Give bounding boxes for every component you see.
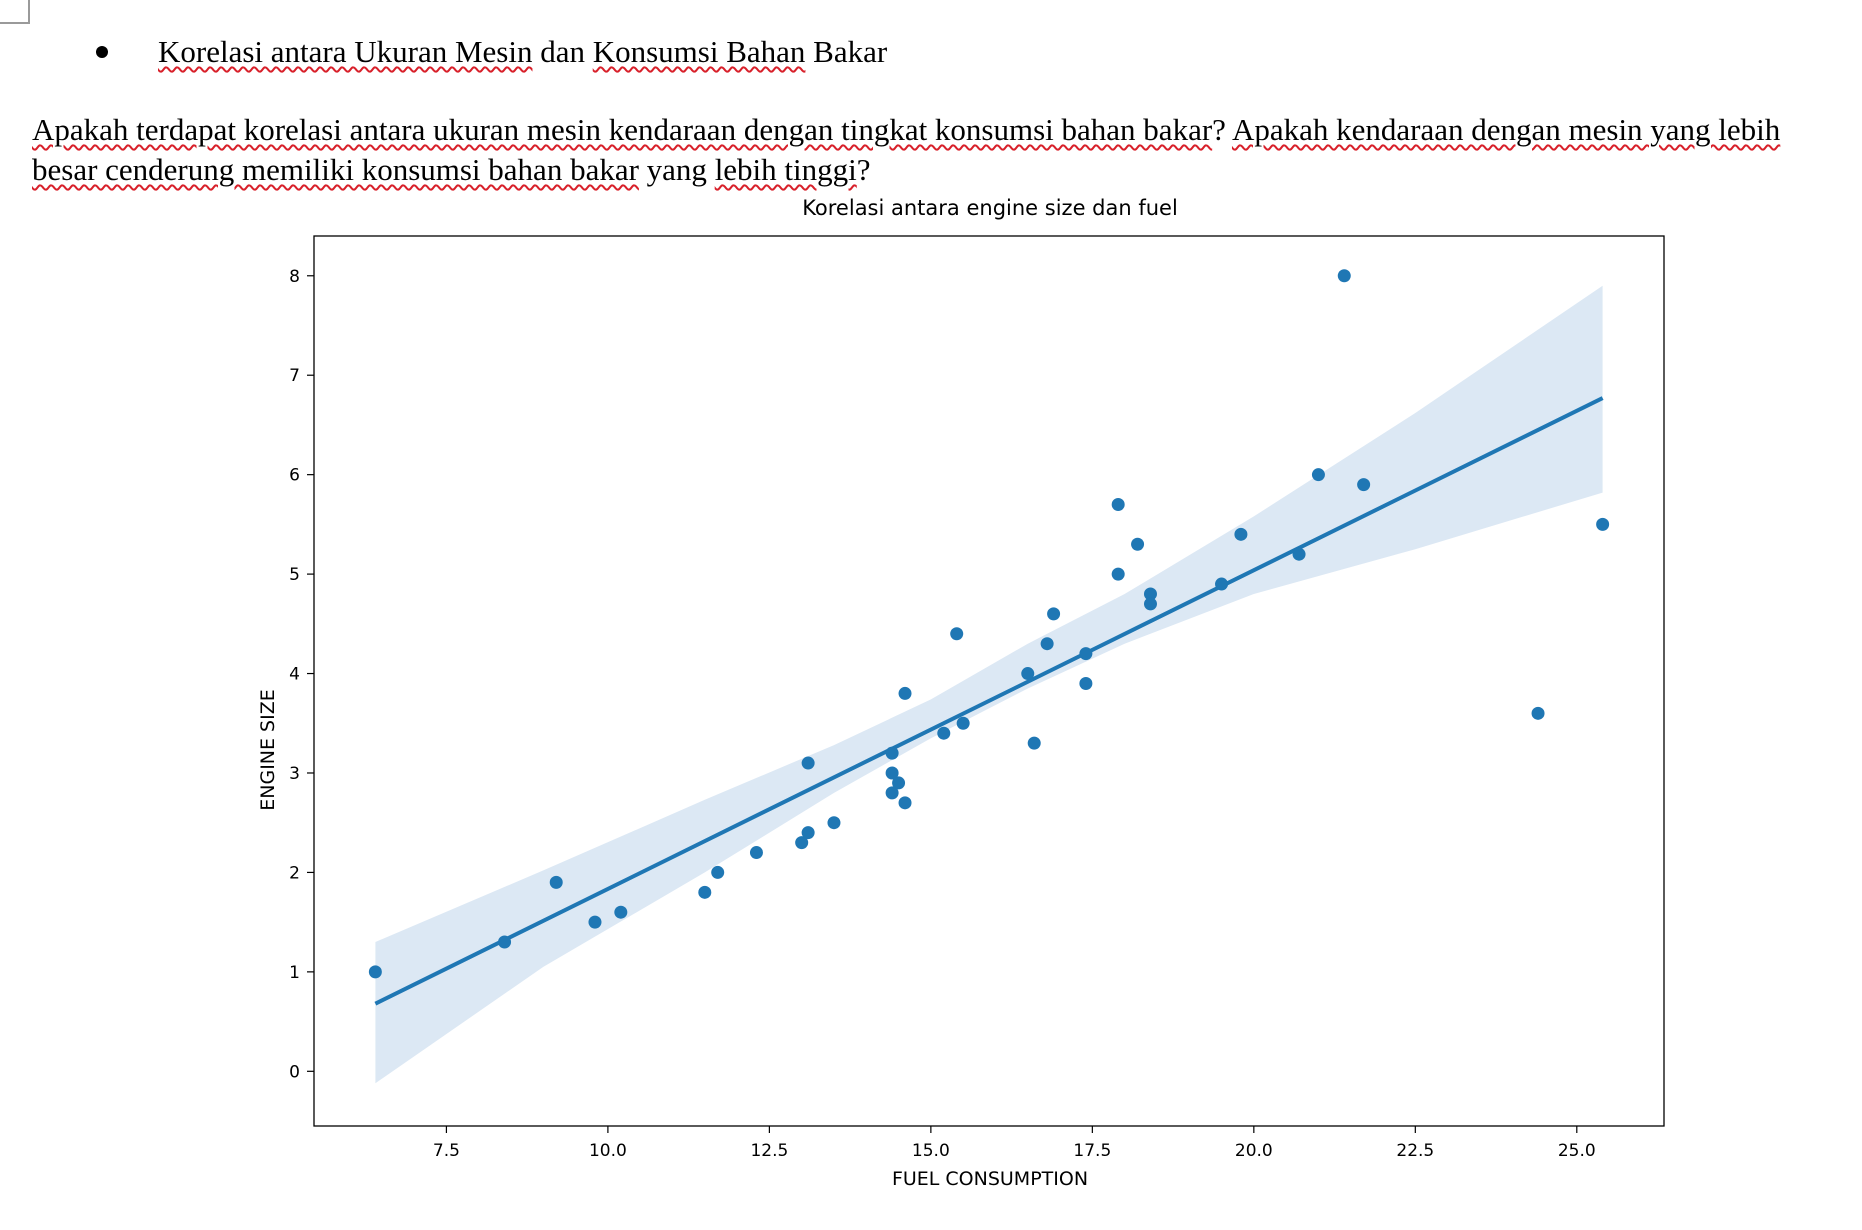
data-point — [1079, 647, 1093, 661]
data-point — [498, 935, 512, 949]
paragraph-segment: yang — [638, 152, 715, 187]
heading-segment: Konsumsi Bahan — [592, 34, 806, 69]
y-tick-label: 2 — [289, 863, 300, 883]
y-tick-label: 1 — [289, 963, 300, 983]
data-point — [1040, 637, 1054, 651]
data-point — [588, 915, 602, 929]
y-tick-label: 3 — [289, 764, 300, 784]
paragraph-segment: ? — [1212, 112, 1232, 147]
data-point — [1596, 517, 1610, 531]
data-point — [956, 716, 970, 730]
axes-frame — [313, 235, 1665, 1127]
data-point — [1027, 736, 1041, 750]
paragraph-segment: Apakah terdapat korelasi antara ukuran m… — [32, 112, 1213, 147]
data-point — [1337, 269, 1351, 283]
x-axis-ticks: 7.5 10.0 12.5 15.0 17.5 20.0 22.5 25.0 — [433, 1126, 1596, 1161]
data-point — [711, 865, 725, 879]
data-point — [1079, 676, 1093, 690]
x-tick-label: 17.5 — [1073, 1141, 1111, 1161]
y-tick-label: 4 — [289, 665, 300, 685]
data-point — [1292, 547, 1306, 561]
y-tick-label: 0 — [289, 1062, 300, 1082]
data-point — [898, 796, 912, 810]
data-point — [698, 885, 712, 899]
chart-container: Korelasi antara engine size dan fuel 7.5… — [0, 190, 1862, 1230]
y-axis-ticks: 0 1 2 3 4 5 6 7 8 — [289, 267, 314, 1082]
data-point — [549, 875, 563, 889]
data-point — [898, 686, 912, 700]
x-tick-label: 7.5 — [433, 1141, 460, 1161]
scatter-chart: Korelasi antara engine size dan fuel 7.5… — [257, 196, 1665, 1190]
data-point — [937, 726, 951, 740]
x-tick-label: 12.5 — [750, 1141, 788, 1161]
heading-text: Korelasi antara Ukuran Mesin dan Konsums… — [158, 34, 887, 70]
y-axis-label: ENGINE SIZE — [257, 689, 279, 811]
data-point — [368, 965, 382, 979]
bullet-icon — [96, 46, 108, 58]
data-point — [614, 905, 628, 919]
heading-segment: Korelasi antara Ukuran Mesin — [158, 34, 533, 69]
y-tick-label: 8 — [289, 267, 300, 287]
data-point — [1021, 667, 1035, 681]
x-tick-label: 20.0 — [1235, 1141, 1273, 1161]
paragraph-segment: Apakah kendaraan dengan mesin yang lebih… — [32, 112, 1781, 187]
question-paragraph: Apakah terdapat korelasi antara ukuran m… — [32, 110, 1822, 190]
data-point — [1111, 497, 1125, 511]
data-point — [1111, 567, 1125, 581]
data-point — [749, 846, 763, 860]
y-tick-label: 6 — [289, 466, 300, 486]
data-points — [368, 269, 1610, 979]
data-point — [801, 756, 815, 770]
data-point — [827, 816, 841, 830]
data-point — [1143, 587, 1157, 601]
data-point — [1143, 597, 1157, 611]
heading-segment: Bakar — [805, 34, 888, 69]
data-point — [885, 766, 899, 780]
data-point — [1311, 468, 1325, 482]
data-point — [801, 826, 815, 840]
x-tick-label: 22.5 — [1396, 1141, 1434, 1161]
regression-line — [374, 396, 1604, 1006]
data-point — [795, 836, 809, 850]
data-point — [950, 627, 964, 641]
paragraph-segment: ? — [856, 152, 871, 187]
data-point — [885, 786, 899, 800]
confidence-band — [375, 285, 1603, 1084]
heading-segment: dan — [532, 34, 593, 69]
chart-title: Korelasi antara engine size dan fuel — [802, 196, 1178, 220]
data-point — [885, 746, 899, 760]
data-point — [1215, 577, 1229, 591]
data-point — [1131, 537, 1145, 551]
data-point — [892, 776, 906, 790]
data-point — [1047, 607, 1061, 621]
data-point — [1357, 478, 1371, 492]
paragraph-segment: lebih tinggi — [714, 152, 857, 187]
x-tick-label: 15.0 — [912, 1141, 950, 1161]
x-tick-label: 25.0 — [1558, 1141, 1596, 1161]
data-point — [1531, 706, 1545, 720]
bullet-heading: Korelasi antara Ukuran Mesin dan Konsums… — [96, 30, 887, 74]
y-tick-label: 7 — [289, 366, 300, 386]
x-tick-label: 10.0 — [589, 1141, 627, 1161]
x-axis-label: FUEL CONSUMPTION — [892, 1168, 1088, 1190]
y-tick-label: 5 — [289, 565, 300, 585]
page-corner-mark — [0, 0, 30, 24]
data-point — [1234, 527, 1248, 541]
